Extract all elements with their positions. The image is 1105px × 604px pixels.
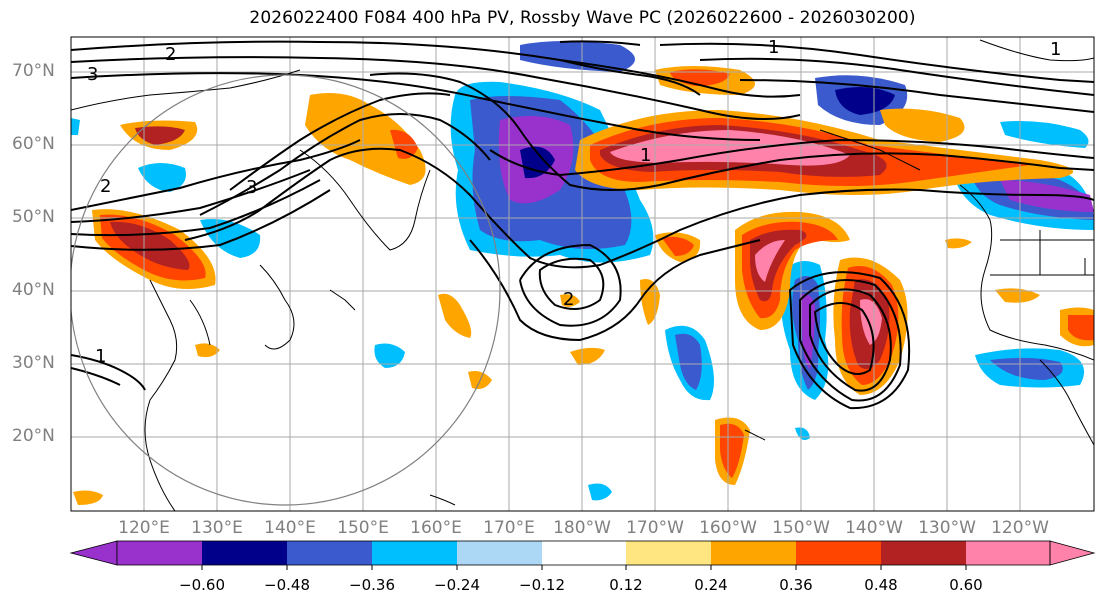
colorbar-tick-label: −0.12 [519,576,565,594]
colorbar-segment [287,541,372,565]
contour-label: 1 [1050,39,1061,60]
lat-label: 60°N [12,134,55,154]
colorbar-tick-label: −0.48 [264,576,310,594]
pv-contours [71,40,1094,410]
colorbar-segment [881,541,966,565]
contour-label: 3 [246,177,257,198]
contour-label: 1 [640,145,651,166]
colorbar-segment [542,541,626,565]
contour-label: 2 [563,289,574,310]
colorbar-segment [796,541,881,565]
colorbar-tick-label: −0.36 [349,576,395,594]
colorbar-segment [117,541,202,565]
lon-label: 120°E [118,518,170,538]
lon-label: 150°W [772,518,830,538]
graticule [71,37,1094,511]
coastlines [71,39,1094,511]
lon-label: 130°W [918,518,976,538]
lon-label: 150°E [337,518,389,538]
colorbar [69,540,1096,570]
lon-label: 140°E [264,518,316,538]
reference-circle [71,74,501,506]
contour-label: 1 [768,37,779,58]
contour-label: 1 [95,346,106,367]
plot-title: 2026022400 F084 400 hPa PV, Rossby Wave … [249,8,916,28]
lon-label: 170°W [626,518,684,538]
colorbar-tick-label: −0.60 [179,576,225,594]
colorbar-segment [372,541,457,565]
contour-label: 2 [165,44,176,65]
lon-label: 160°W [699,518,757,538]
contour-label: 3 [87,64,98,85]
lon-label: 180°W [553,518,611,538]
colorbar-tick-label: 0.12 [609,576,643,594]
lat-label: 30°N [12,353,55,373]
map-frame [70,36,1095,512]
colorbar-tick-label: 0.24 [694,576,728,594]
lon-label: 130°E [191,518,243,538]
colorbar-segment [457,541,542,565]
lat-label: 50°N [12,207,55,227]
colorbar-extend-high [1049,540,1096,566]
lat-label: 20°N [12,426,55,446]
lat-label: 40°N [12,280,55,300]
lon-label: 120°W [991,518,1049,538]
colorbar-segment [966,541,1050,565]
positive-anomaly-fields [73,66,1094,505]
colorbar-tick-label: 0.36 [779,576,813,594]
map-area: 2 3 2 3 1 1 1 2 1 [71,37,1094,511]
lon-label: 160°E [410,518,462,538]
lon-label: 170°E [483,518,535,538]
colorbar-segment [626,541,711,565]
colorbar-extend-low [69,540,118,566]
colorbar-tick-label: 0.48 [864,576,898,594]
colorbar-segment [711,541,796,565]
colorbar-tick-label: 0.60 [949,576,983,594]
contour-label: 2 [100,176,111,197]
colorbar-segment [202,541,287,565]
lon-label: 140°W [845,518,903,538]
colorbar-tick-label: −0.24 [434,576,480,594]
lat-label: 70°N [12,61,55,81]
contour-label-group: 2 3 2 3 1 1 1 2 1 [87,37,1061,367]
